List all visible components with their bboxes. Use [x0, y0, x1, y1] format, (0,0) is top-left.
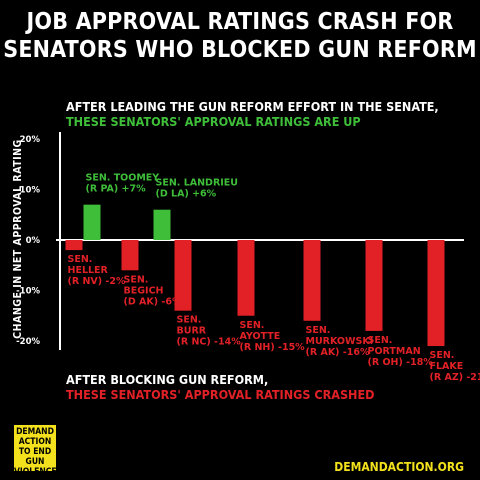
bar-label-ayotte: (R NH) -15% [240, 342, 306, 353]
note-down: AFTER BLOCKING GUN REFORM, THESE SENATOR… [66, 372, 375, 402]
bar-label-burr: (R NC) -14% [177, 337, 242, 348]
bar-begich [121, 240, 139, 271]
bar-heller [65, 240, 83, 251]
bar-portman [365, 240, 383, 331]
bar-ayotte [237, 240, 255, 316]
bar-label-landrieu: SEN. LANDRIEU [156, 178, 239, 189]
note-up-line-1: AFTER LEADING THE GUN REFORM EFFORT IN T… [66, 99, 439, 114]
bar-label-portman: PORTMAN [368, 346, 421, 357]
bar-landrieu [153, 209, 171, 240]
note-up-line-2: THESE SENATORS' APPROVAL RATINGS ARE UP [66, 114, 361, 129]
bar-label-ayotte: AYOTTE [240, 331, 281, 342]
logo-line-3: TO END GUN [18, 447, 52, 467]
bar-label-heller: (R NV) -2% [68, 276, 126, 287]
note-down-line-2: THESE SENATORS' APPROVAL RATINGS CRASHED [66, 387, 375, 402]
bar-label-toomey: (R PA) +7% [86, 184, 147, 195]
y-tick-label: -20% [16, 337, 40, 347]
y-tick-label: 20% [20, 135, 41, 145]
bar-label-flake: (R AZ) -21% [430, 372, 480, 383]
bar-toomey [83, 204, 101, 240]
bar-label-portman: (R OH) -18% [368, 357, 434, 368]
bar-label-burr: SEN. [177, 315, 202, 326]
logo-line-4: VIOLENCE [14, 467, 57, 477]
bar-label-begich: (D AK) -6% [124, 296, 182, 307]
note-up: AFTER LEADING THE GUN REFORM EFFORT IN T… [66, 99, 439, 129]
y-tick-label: 0% [26, 236, 41, 246]
bar-label-ayotte: SEN. [240, 320, 265, 331]
bar-label-toomey: SEN. TOOMEY [86, 173, 160, 184]
bar-label-landrieu: (D LA) +6% [156, 189, 217, 200]
bar-burr [174, 240, 192, 311]
bar-label-murkowski: MURKOWSKI [306, 336, 374, 347]
title-line-2: SENATORS WHO BLOCKED GUN REFORM [3, 37, 477, 63]
bar-label-portman: SEN. [368, 335, 393, 346]
note-down-line-1: AFTER BLOCKING GUN REFORM, [66, 372, 269, 387]
bar-label-begich: BEGICH [124, 285, 164, 296]
bar-label-murkowski: (R AK) -16% [306, 347, 370, 358]
bar-label-flake: FLAKE [430, 361, 464, 372]
logo-line-2: ACTION [18, 437, 52, 447]
site-url[interactable]: DEMANDACTION.ORG [334, 460, 464, 474]
bar-murkowski [303, 240, 321, 321]
bar-label-murkowski: SEN. [306, 325, 331, 336]
demand-action-logo: DEMAND ACTION TO END GUN VIOLENCE [14, 425, 57, 477]
y-tick-label: 10% [20, 186, 41, 196]
bar-label-flake: SEN. [430, 350, 455, 361]
bar-label-heller: SEN. [68, 254, 93, 265]
bar-flake [427, 240, 445, 347]
bar-label-begich: SEN. [124, 274, 149, 285]
logo-line-1: DEMAND [16, 427, 54, 437]
y-tick-label: -10% [16, 287, 40, 297]
chart-title: JOB APPROVAL RATINGS CRASH FOR SENATORS … [0, 8, 480, 64]
title-line-1: JOB APPROVAL RATINGS CRASH FOR [26, 9, 454, 35]
bar-label-burr: BURR [177, 326, 207, 337]
bar-label-heller: HELLER [68, 265, 109, 276]
